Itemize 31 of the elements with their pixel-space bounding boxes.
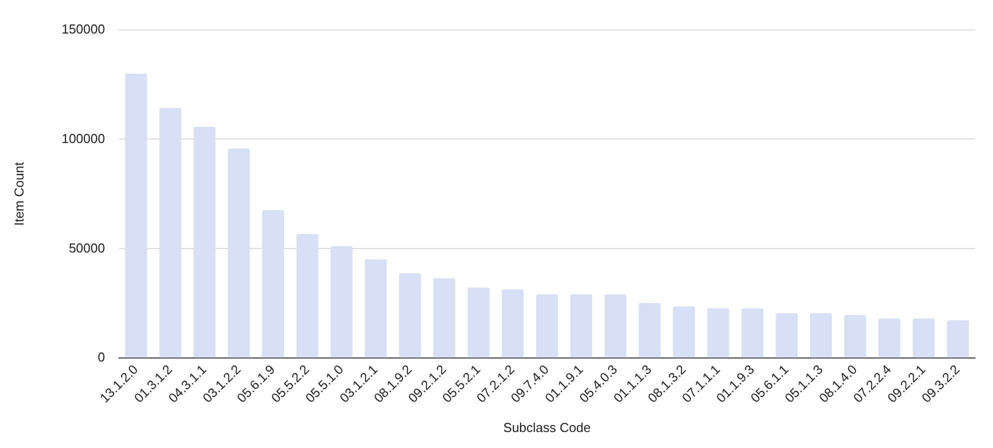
y-tick-label: 150000 bbox=[62, 21, 105, 36]
bar bbox=[604, 294, 626, 358]
bar bbox=[946, 320, 969, 358]
bar bbox=[776, 313, 798, 358]
bar bbox=[399, 273, 421, 358]
bar bbox=[536, 294, 558, 358]
y-axis-title: Item Count bbox=[11, 162, 26, 226]
bar bbox=[570, 294, 592, 358]
y-tick-label: 0 bbox=[98, 350, 105, 365]
y-tick-label: 50000 bbox=[68, 240, 105, 256]
bar bbox=[810, 313, 832, 358]
bar bbox=[330, 246, 352, 358]
bar bbox=[638, 302, 661, 358]
y-tick-label: 100000 bbox=[62, 130, 105, 146]
bar bbox=[878, 318, 900, 358]
x-axis-title: Subclass Code bbox=[503, 420, 591, 435]
bar bbox=[433, 278, 456, 358]
bar bbox=[673, 306, 695, 358]
bar bbox=[159, 108, 182, 358]
bar bbox=[502, 289, 524, 358]
bar bbox=[194, 126, 216, 358]
bar bbox=[468, 288, 490, 358]
bar bbox=[912, 318, 935, 358]
bar bbox=[364, 259, 387, 358]
bar bbox=[296, 234, 318, 358]
bar bbox=[844, 315, 866, 358]
bar bbox=[262, 210, 284, 358]
bar bbox=[742, 308, 764, 358]
bar bbox=[125, 74, 148, 358]
bar bbox=[707, 308, 730, 358]
bar bbox=[228, 148, 250, 358]
